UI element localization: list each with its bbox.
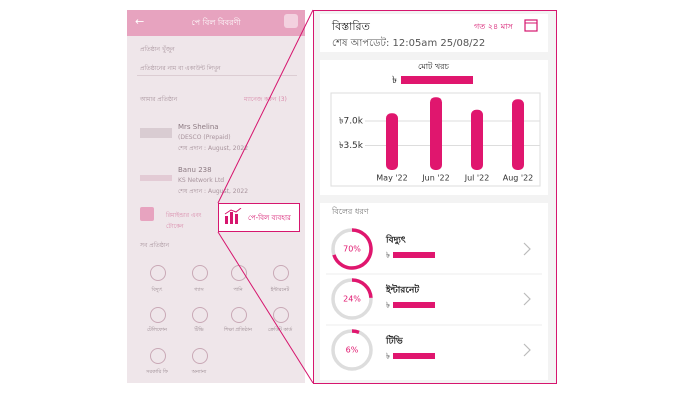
reminder[interactable]: রিমাইন্ডার এবং টোকেন — [166, 212, 202, 230]
x-tick-label: Jun '22 — [421, 174, 449, 183]
account-provider: KS Network Ltd — [178, 177, 225, 184]
donut-arc — [332, 228, 373, 270]
category-label[interactable]: টিভি — [194, 327, 204, 333]
category-label[interactable]: গ্যাস — [194, 287, 204, 293]
usage-icon — [224, 208, 242, 224]
currency: ৳ — [386, 251, 390, 260]
search-label: প্রতিষ্ঠান খুঁজুন — [140, 46, 175, 53]
y-tick-label: ৳7.0k — [339, 117, 364, 127]
percent-label: 24% — [343, 295, 361, 304]
x-tick-label: Aug '22 — [503, 174, 534, 183]
my-orgs: আমার প্রতিষ্ঠান — [140, 96, 178, 103]
bill-name: বিদ্যুৎ — [385, 234, 406, 247]
category-label[interactable]: বিদ্যুৎ — [151, 287, 163, 293]
redacted-amount — [401, 76, 473, 84]
donut-arc — [351, 278, 373, 299]
account-provider: (DESCO (Prepaid) — [178, 134, 231, 141]
total-cost: মোট খরচ — [418, 62, 449, 71]
category-label[interactable]: শিক্ষা প্রতিষ্ঠান — [223, 327, 253, 333]
category-icon[interactable] — [150, 265, 166, 281]
org-logo — [140, 175, 172, 181]
bar — [386, 113, 398, 170]
all-orgs: সব প্রতিষ্ঠান — [140, 242, 170, 249]
chevron[interactable] — [523, 292, 531, 306]
bar — [471, 109, 483, 170]
bill-types-title: বিলের ধরণ — [332, 207, 369, 216]
redacted-amount — [393, 252, 435, 258]
category-icon[interactable] — [192, 307, 208, 323]
donut-arc — [351, 329, 360, 334]
account-last-paid: শেষ প্রদান : August, 2022 — [178, 188, 249, 195]
manage[interactable]: ম্যানেজ করুন (3) — [244, 96, 287, 103]
category-icon[interactable] — [150, 307, 166, 323]
account-name: Banu 238 — [178, 166, 212, 174]
paybill-usage[interactable]: পে-বিল ব্যবহার — [248, 214, 291, 222]
x-tick-label: May '22 — [376, 174, 407, 183]
category-icon[interactable] — [231, 307, 247, 323]
bar — [512, 99, 524, 170]
category-icon[interactable] — [192, 265, 208, 281]
reminder-icon — [140, 207, 154, 221]
account-name: Mrs Shelina — [178, 123, 219, 131]
period[interactable]: গত ২৪ মাস — [474, 22, 513, 31]
category-icon[interactable] — [273, 307, 289, 323]
x-tick-label: Jul '22 — [464, 174, 490, 183]
detail-title: বিস্তারিত — [332, 20, 370, 33]
percent-label: 6% — [346, 346, 359, 355]
percent-label: 70% — [343, 245, 361, 254]
chevron[interactable] — [523, 343, 531, 357]
redacted-amount — [393, 302, 435, 308]
divider — [137, 75, 297, 76]
y-tick-label: ৳3.5k — [339, 141, 364, 151]
currency: ৳ — [392, 75, 397, 86]
updated: শেষ আপডেট: 12:05am 25/08/22 — [332, 38, 486, 49]
category-icon[interactable] — [273, 265, 289, 281]
bar — [430, 97, 442, 170]
account-last-paid: শেষ প্রদান : August, 2022 — [178, 145, 249, 152]
header — [127, 10, 305, 36]
category-label[interactable]: পানি — [233, 287, 243, 293]
org-logo — [140, 128, 172, 138]
logo — [284, 14, 298, 28]
header-card — [320, 14, 548, 52]
screen-title: পে বিল বিবরণী — [191, 18, 241, 27]
category-label[interactable]: টেলিফোন — [146, 327, 167, 333]
plot-frame — [330, 92, 541, 187]
chevron[interactable] — [523, 242, 531, 256]
currency: ৳ — [386, 301, 390, 310]
bill-name: টিভি — [385, 334, 404, 347]
category-icon[interactable] — [192, 348, 208, 364]
category-label[interactable]: ইন্টারনেট — [270, 287, 290, 293]
search-input[interactable]: প্রতিষ্ঠানের নাম বা একাউন্ট লিখুন — [140, 65, 221, 72]
back-arrow[interactable]: ← — [135, 15, 145, 28]
category-label[interactable]: সরকারি ফি — [146, 369, 168, 375]
calendar-icon[interactable] — [524, 18, 538, 32]
redacted-amount — [393, 353, 435, 359]
category-icon[interactable] — [150, 348, 166, 364]
category-label[interactable]: অন্যান্য — [191, 369, 207, 375]
bill-name: ইন্টারনেট — [385, 283, 420, 296]
currency: ৳ — [386, 352, 390, 361]
